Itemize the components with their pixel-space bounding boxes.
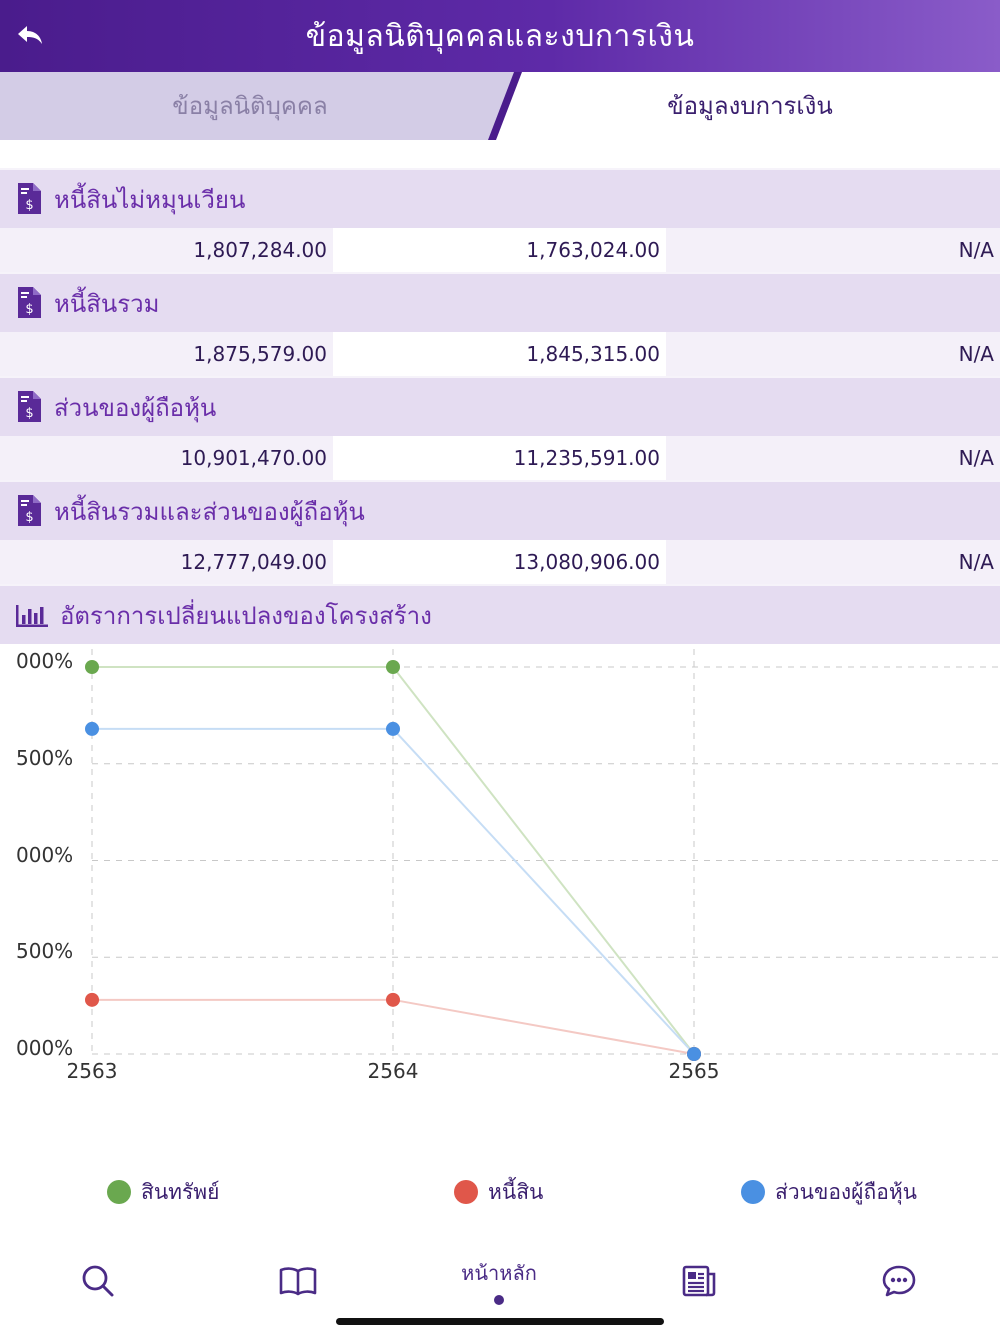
nav-chat[interactable] [849,1246,949,1316]
table-row: 1,807,284.00 1,763,024.00 N/A [0,228,1000,272]
legend-dot-equity [741,1180,765,1204]
nav-home[interactable]: หน้าหลัก [449,1246,549,1316]
bottom-navigation: หน้าหลัก [0,1246,1000,1316]
y-tick-label: 000% [16,1036,74,1060]
svg-text:$: $ [25,302,33,317]
value-year-1: 10,901,470.00 [0,436,333,480]
value-year-1: 1,875,579.00 [0,332,333,376]
data-point-series-0[interactable] [85,660,99,674]
data-point-series-2[interactable] [85,721,99,736]
y-tick-label: 000% [16,649,74,673]
section-header-liabilities-and-equity: $ หนี้สินรวมและส่วนของผู้ถือหุ้น [0,480,1000,540]
nav-book[interactable] [248,1246,348,1316]
search-icon [82,1265,114,1297]
news-icon [682,1265,716,1297]
section-header-shareholders-equity: $ ส่วนของผู้ถือหุ้น [0,376,1000,436]
svg-text:$: $ [25,510,33,525]
tab-divider [488,72,522,140]
data-point-series-0[interactable] [386,660,400,674]
section-header-noncurrent-liabilities: $ หนี้สินไม่หมุนเวียน [0,168,1000,228]
bar-chart-icon [16,599,48,631]
chat-icon [882,1265,916,1297]
section-title: ส่วนของผู้ถือหุ้น [54,393,217,422]
tab-entity-info[interactable]: ข้อมูลนิติบุคคล [172,92,328,120]
section-header-total-liabilities: $ หนี้สินรวม [0,272,1000,332]
page-title: ข้อมูลนิติบุคคลและงบการเงิน [305,18,695,54]
legend-label: สินทรัพย์ [141,1179,220,1204]
value-year-3: N/A [666,540,1000,584]
nav-search[interactable] [48,1246,148,1316]
section-title: หนี้สินไม่หมุนเวียน [54,185,246,214]
value-year-3: N/A [666,228,1000,272]
financial-table: $ หนี้สินไม่หมุนเวียน 1,807,284.00 1,763… [0,168,1000,644]
legend-dot-assets [107,1180,131,1204]
line-chart [85,649,1000,1061]
back-button[interactable] [10,16,50,56]
value-year-3: N/A [666,436,1000,480]
structure-change-chart: 000% 500% 000% 500% 000% 2563 2564 2565 [0,644,1000,1104]
value-year-1: 1,807,284.00 [0,228,333,272]
x-tick-label: 2565 [668,1059,720,1083]
y-tick-label: 000% [16,842,74,867]
y-tick-label: 500% [16,745,74,770]
value-year-2: 11,235,591.00 [333,436,666,480]
document-dollar-icon: $ [16,287,42,319]
value-year-2: 1,845,315.00 [333,332,666,376]
data-point-series-1[interactable] [85,992,99,1007]
table-row: 1,875,579.00 1,845,315.00 N/A [0,332,1000,376]
tab-financial-info[interactable]: ข้อมูลงบการเงิน [667,92,833,120]
section-header-structure-change-rate: อัตราการเปลี่ยนแปลงของโครงสร้าง [0,584,1000,644]
back-arrow-icon [18,26,42,44]
tab-bar: ข้อมูลนิติบุคคล ข้อมูลงบการเงิน [0,72,1000,140]
legend-item-assets[interactable]: สินทรัพย์ [107,1170,219,1214]
table-row: 12,777,049.00 13,080,906.00 N/A [0,540,1000,584]
chart-title: อัตราการเปลี่ยนแปลงของโครงสร้าง [60,601,432,630]
table-row: 10,901,470.00 11,235,591.00 N/A [0,436,1000,480]
y-tick-label: 500% [16,939,74,964]
value-year-3: N/A [666,332,1000,376]
book-icon [279,1267,317,1296]
legend-label: ส่วนของผู้ถือหุ้น [775,1179,918,1204]
document-dollar-icon: $ [16,183,42,215]
nav-news[interactable] [649,1246,749,1316]
data-point-series-2[interactable] [386,721,400,736]
legend-label: หนี้สิน [488,1179,544,1204]
value-year-2: 13,080,906.00 [333,540,666,584]
home-indicator [336,1318,664,1325]
tab-entity-info-bg[interactable] [0,72,520,140]
document-dollar-icon: $ [16,495,42,527]
app-header: ข้อมูลนิติบุคคลและงบการเงิน [0,0,1000,72]
value-year-2: 1,763,024.00 [333,228,666,272]
legend-dot-liabilities [454,1180,478,1204]
svg-text:$: $ [25,198,33,213]
legend-item-equity[interactable]: ส่วนของผู้ถือหุ้น [741,1170,917,1214]
chart-legend: สินทรัพย์ หนี้สิน ส่วนของผู้ถือหุ้น [0,1170,1000,1214]
x-tick-label: 2564 [367,1059,419,1083]
svg-text:$: $ [25,406,33,421]
value-year-1: 12,777,049.00 [0,540,333,584]
nav-home-label: หน้าหลัก [461,1261,537,1285]
data-point-series-2[interactable] [687,1047,701,1061]
x-tick-label: 2563 [66,1059,118,1083]
section-title: หนี้สินรวมและส่วนของผู้ถือหุ้น [54,497,365,526]
document-dollar-icon: $ [16,391,42,423]
section-title: หนี้สินรวม [54,289,160,318]
active-indicator-dot [494,1295,504,1305]
legend-item-liabilities[interactable]: หนี้สิน [454,1170,543,1214]
data-point-series-1[interactable] [386,992,400,1007]
